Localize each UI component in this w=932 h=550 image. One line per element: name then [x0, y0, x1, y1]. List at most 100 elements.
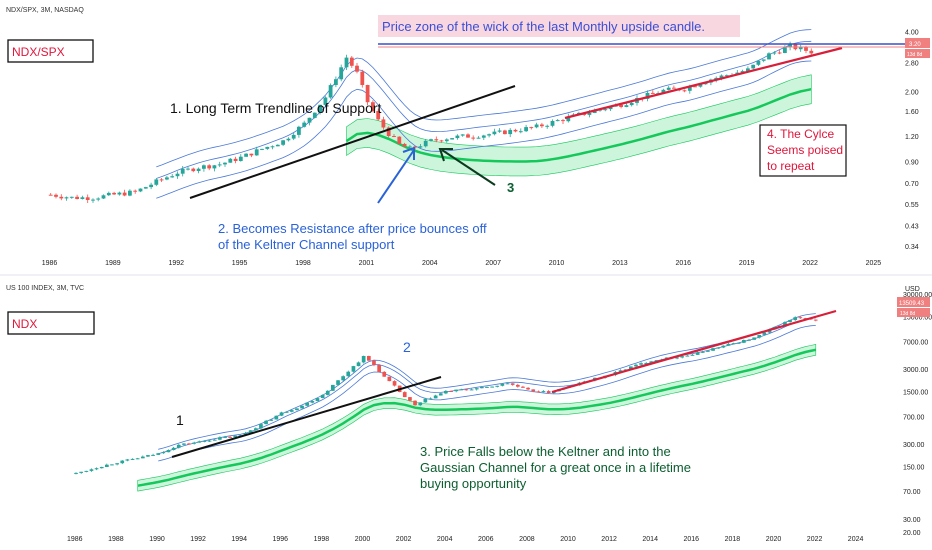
bottom-candle-body — [423, 398, 428, 403]
bottom-x-tick-label: 2018 — [725, 536, 741, 543]
bottom-candle-body — [248, 430, 253, 433]
bottom-candle-body — [320, 394, 325, 398]
top-x-tick-label: 2004 — [422, 260, 438, 267]
bottom-candle-body — [382, 371, 387, 377]
top-candle-body — [376, 111, 381, 120]
top-candle-body — [180, 168, 185, 174]
bottom-candle-body — [228, 436, 232, 438]
bottom-candle-body — [526, 387, 530, 390]
bottom-candle-body — [438, 393, 443, 396]
top-x-tick-label: 2001 — [359, 260, 375, 267]
annotation-cycle-2: Seems poised — [767, 143, 843, 157]
top-x-tick-label: 2016 — [676, 260, 692, 267]
annotation-cycle-1: 4. The Cylce — [767, 127, 834, 141]
top-candle-body — [508, 129, 513, 135]
top-candle-body — [371, 102, 375, 111]
bottom-candle-body — [459, 389, 464, 391]
bottom-candle-body — [135, 458, 140, 460]
top-candle-body — [550, 121, 555, 126]
bottom-price-tag-sub-text: 13d 8d — [900, 311, 916, 317]
top-candle-body — [312, 112, 317, 118]
top-candle-body — [54, 194, 58, 197]
top-price-tag-sub — [905, 49, 930, 58]
top-candle-body — [429, 139, 433, 141]
top-candle-body — [334, 79, 338, 85]
bottom-x-tick-label: 1986 — [67, 536, 83, 543]
bottom-candle-body — [346, 371, 351, 377]
bottom-candle-body — [156, 453, 161, 455]
bottom-candle-body — [721, 345, 726, 348]
bottom-candle-body — [680, 356, 684, 358]
top-candle-body — [286, 138, 291, 141]
top-x-tick-label: 2007 — [485, 260, 501, 267]
top-candle-body — [503, 130, 507, 135]
top-x-tick-label: 1998 — [295, 260, 311, 267]
bottom-candle-body — [315, 398, 320, 402]
bottom-candle-body — [490, 386, 494, 388]
bottom-candle-body — [685, 355, 690, 357]
top-candle-body — [487, 134, 491, 136]
bottom-candle-body — [99, 467, 104, 469]
top-candle-body — [455, 135, 460, 139]
top-candle-body — [608, 106, 613, 110]
top-candle-body — [297, 126, 301, 135]
bottom-x-tick-label: 1994 — [231, 536, 247, 543]
top-candle-body — [698, 84, 703, 87]
bottom-candle-body — [700, 351, 705, 353]
bottom-header: US 100 INDEX, 3M, TVC — [6, 285, 84, 292]
bottom-candle-body — [233, 435, 238, 438]
bottom-candle-body — [182, 443, 186, 445]
top-gaussian-midline — [345, 87, 812, 163]
top-candle-body — [650, 92, 655, 94]
top-candle-body — [460, 134, 465, 136]
bottom-label-box — [7, 311, 95, 335]
top-candle-body — [270, 146, 275, 148]
top-candle-body — [434, 139, 439, 141]
bottom-candle-body — [798, 317, 803, 319]
bottom-candle-body — [454, 389, 458, 392]
bottom-candle-body — [521, 386, 525, 388]
annotation-three: 3 — [507, 180, 514, 195]
bottom-candle-body — [84, 470, 89, 472]
bottom-candle-body — [120, 460, 125, 464]
top-candle-body — [693, 86, 697, 88]
bottom-candle-body — [336, 380, 340, 385]
bottom-y-tick-label: 300.00 — [903, 442, 925, 449]
top-candle-body — [603, 109, 608, 111]
top-candle-body — [719, 75, 724, 78]
bottom-y-tick-label: 15000.00 — [903, 315, 932, 322]
top-candle-body — [196, 168, 201, 171]
top-keltner-line-2 — [156, 60, 812, 199]
bottom-x-tick-label: 2004 — [437, 536, 453, 543]
bottom-candle-body — [711, 348, 715, 351]
top-candle-body — [772, 52, 777, 54]
top-candle-body — [328, 85, 333, 98]
bottom-candle-body — [726, 343, 731, 346]
top-candle-body — [133, 190, 138, 192]
bottom-y-tick-label: 70.00 — [903, 489, 921, 496]
bottom-candle-body — [505, 383, 510, 385]
bottom-candle-body — [464, 389, 469, 391]
top-candle-body — [318, 104, 322, 113]
top-candle-body — [767, 53, 771, 60]
bottom-support-line — [551, 309, 837, 394]
top-candle-body — [524, 127, 528, 132]
top-candle-body — [128, 190, 132, 196]
bottom-candle-body — [218, 437, 222, 440]
top-candle-body — [761, 59, 766, 61]
top-x-tick-label: 2010 — [549, 260, 565, 267]
top-x-tick-label: 2019 — [739, 260, 755, 267]
top-candle-body — [323, 97, 328, 105]
top-candle-body — [149, 184, 153, 188]
top-candle-body — [275, 144, 280, 147]
top-candle-body — [672, 87, 676, 89]
bottom-x-tick-label: 2008 — [519, 536, 535, 543]
top-candle-body — [202, 165, 206, 169]
bottom-x-tick-label: 1996 — [273, 536, 289, 543]
top-candle-body — [138, 188, 143, 192]
bottom-candle-body — [259, 424, 263, 429]
bottom-candle-body — [706, 350, 710, 352]
top-candle-body — [777, 52, 782, 54]
bottom-gaussian-channel — [137, 344, 817, 492]
bottom-candle-body — [166, 450, 171, 453]
